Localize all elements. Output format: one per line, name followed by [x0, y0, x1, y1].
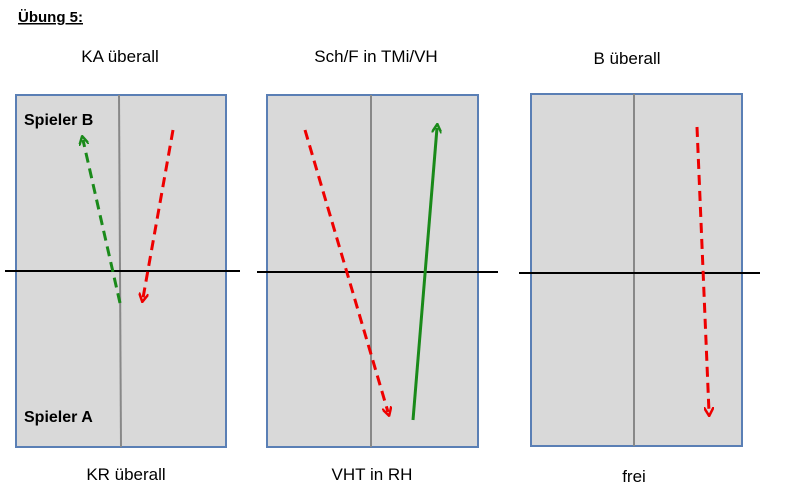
- court: [530, 93, 743, 447]
- panel-bottom-label: VHT in RH: [332, 465, 413, 484]
- player-label: Spieler A: [24, 409, 93, 426]
- arrow: [411, 128, 437, 421]
- panel-bottom-label: frei: [622, 467, 646, 486]
- panel-top-label: Sch/F in TMi/VH: [314, 47, 437, 66]
- panel-bottom-label: KR überall: [86, 465, 165, 484]
- player-label: Spieler B: [24, 112, 93, 129]
- panel-top-label: KA überall: [81, 47, 159, 66]
- arrow: [303, 129, 388, 412]
- title: Übung 5:: [18, 9, 83, 26]
- arrow: [83, 140, 122, 304]
- panel-top-label: B überall: [593, 49, 660, 68]
- arrow: [143, 129, 175, 298]
